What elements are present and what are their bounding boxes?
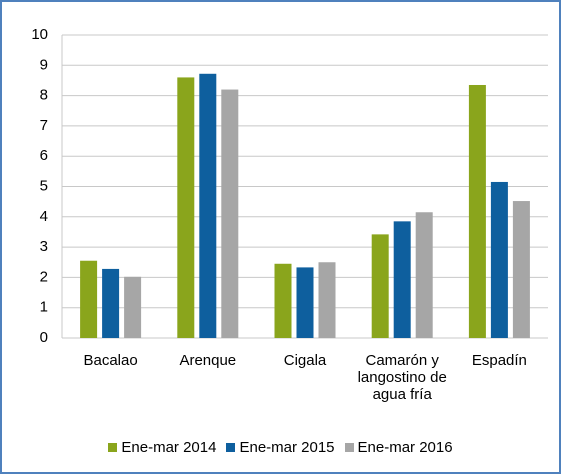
- bar: [102, 268, 120, 338]
- legend-item: Ene-mar 2014: [108, 439, 216, 456]
- bar: [512, 201, 530, 338]
- y-tick-label: 10: [31, 26, 48, 43]
- y-tick-label: 6: [40, 147, 48, 164]
- bar: [177, 77, 195, 339]
- y-tick-label: 0: [40, 329, 48, 346]
- bar: [221, 89, 239, 338]
- legend-label: Ene-mar 2016: [357, 439, 453, 456]
- legend-swatch: [344, 443, 354, 452]
- bar: [124, 276, 142, 338]
- legend-swatch: [108, 443, 118, 452]
- x-tick-label: Espadín: [471, 352, 527, 369]
- bar: [318, 262, 336, 338]
- legend-label: Ene-mar 2014: [121, 439, 217, 456]
- y-tick-label: 4: [40, 208, 48, 225]
- y-tick-label: 2: [40, 268, 48, 285]
- bar: [371, 234, 389, 338]
- legend-item: Ene-mar 2015: [226, 439, 335, 456]
- legend: Ene-mar 2014 Ene-mar 2015 Ene-mar 2016: [2, 439, 559, 456]
- legend-item: Ene-mar 2016: [344, 439, 453, 456]
- legend-label: Ene-mar 2015: [239, 439, 335, 456]
- legend-swatch: [226, 443, 236, 452]
- bar: [80, 260, 98, 338]
- bar: [490, 181, 508, 338]
- bar: [274, 263, 292, 338]
- y-tick-label: 8: [40, 87, 48, 104]
- y-tick-label: 7: [40, 117, 48, 134]
- x-tick-label: Cigala: [283, 352, 327, 369]
- bar: [468, 84, 486, 339]
- bar: [199, 73, 217, 338]
- y-tick-label: 3: [40, 238, 48, 255]
- x-tick-label: Bacalao: [83, 352, 138, 369]
- bar: [393, 221, 411, 338]
- y-tick-label: 5: [40, 177, 48, 194]
- x-tick-label: Arenque: [179, 352, 237, 369]
- bar: [415, 212, 433, 338]
- x-tick-label: Camarón y langostino de agua fría: [357, 352, 447, 403]
- y-tick-label: 9: [40, 56, 48, 73]
- y-tick-label: 1: [40, 299, 48, 316]
- bar: [296, 267, 314, 338]
